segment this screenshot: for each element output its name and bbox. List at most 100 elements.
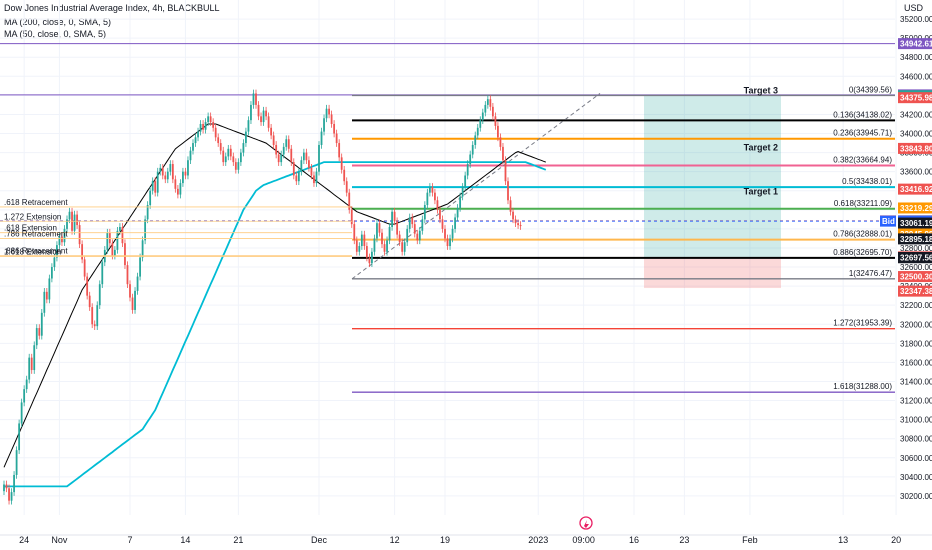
candle-body[interactable]: [239, 152, 242, 163]
candle-body[interactable]: [101, 262, 104, 285]
candle-body[interactable]: [373, 238, 376, 252]
candle-body[interactable]: [310, 167, 313, 176]
candle-body[interactable]: [50, 267, 53, 279]
candle-body[interactable]: [315, 171, 318, 184]
candle-body[interactable]: [461, 186, 464, 197]
candle-body[interactable]: [494, 116, 497, 126]
candle-body[interactable]: [48, 278, 51, 300]
candle-body[interactable]: [113, 249, 116, 256]
candle-body[interactable]: [164, 175, 167, 180]
candle-body[interactable]: [431, 186, 434, 193]
candle-body[interactable]: [386, 240, 388, 252]
candle-body[interactable]: [262, 110, 265, 123]
candle-body[interactable]: [245, 131, 247, 144]
candle-body[interactable]: [202, 123, 204, 130]
candle-body[interactable]: [257, 104, 260, 117]
candle-body[interactable]: [403, 242, 406, 252]
candle-body[interactable]: [121, 226, 124, 244]
candle-body[interactable]: [176, 188, 179, 195]
candle-body[interactable]: [323, 118, 325, 132]
candle-body[interactable]: [363, 234, 366, 247]
candle-body[interactable]: [20, 402, 23, 424]
candle-body[interactable]: [411, 217, 414, 225]
candle-body[interactable]: [38, 328, 41, 336]
candle-body[interactable]: [333, 123, 336, 134]
candle-body[interactable]: [371, 251, 373, 264]
candle-body[interactable]: [350, 209, 353, 225]
candle-body[interactable]: [479, 120, 482, 128]
candle-body[interactable]: [353, 224, 356, 241]
candle-body[interactable]: [302, 152, 305, 161]
candle-body[interactable]: [222, 150, 225, 163]
candle-body[interactable]: [300, 160, 303, 172]
candle-body[interactable]: [393, 211, 396, 222]
price-tag[interactable]: [880, 215, 896, 227]
candle-body[interactable]: [81, 244, 84, 260]
candle-body[interactable]: [250, 104, 252, 121]
candle-body[interactable]: [93, 324, 96, 327]
candle-body[interactable]: [277, 154, 280, 163]
candle-body[interactable]: [355, 240, 358, 252]
price-tag[interactable]: [898, 92, 932, 104]
ma200-series[interactable]: [4, 161, 547, 488]
candle-body[interactable]: [401, 242, 404, 252]
candle-body[interactable]: [484, 104, 487, 113]
candle-body[interactable]: [451, 228, 454, 239]
candle-body[interactable]: [365, 246, 368, 258]
candle-body[interactable]: [23, 389, 26, 403]
candle-body[interactable]: [189, 150, 192, 161]
candle-body[interactable]: [441, 219, 444, 229]
candle-body[interactable]: [360, 234, 363, 247]
candle-body[interactable]: [320, 131, 323, 145]
candle-body[interactable]: [209, 116, 212, 123]
candle-body[interactable]: [174, 179, 177, 189]
candle-body[interactable]: [383, 244, 386, 252]
candle-body[interactable]: [308, 160, 310, 168]
candle-body[interactable]: [88, 295, 91, 308]
candle-body[interactable]: [418, 230, 421, 241]
candle-body[interactable]: [514, 219, 517, 224]
position-loss-zone[interactable]: [644, 257, 781, 289]
candle-body[interactable]: [340, 157, 343, 170]
candle-body[interactable]: [199, 123, 202, 132]
candle-body[interactable]: [436, 200, 439, 210]
candle-body[interactable]: [139, 257, 141, 277]
candle-body[interactable]: [136, 276, 139, 291]
candle-body[interactable]: [285, 139, 288, 147]
candle-body[interactable]: [171, 164, 174, 180]
candle-body[interactable]: [434, 192, 436, 201]
candle-body[interactable]: [13, 474, 15, 493]
candle-body[interactable]: [169, 164, 172, 172]
candle-body[interactable]: [76, 214, 78, 226]
candle-body[interactable]: [204, 122, 207, 130]
candle-body[interactable]: [194, 137, 197, 144]
candle-body[interactable]: [192, 143, 194, 151]
candle-body[interactable]: [305, 152, 308, 161]
candle-body[interactable]: [406, 228, 409, 243]
candle-body[interactable]: [466, 164, 469, 176]
candle-body[interactable]: [15, 450, 18, 475]
candle-body[interactable]: [124, 243, 126, 266]
candle-body[interactable]: [141, 240, 144, 258]
candle-body[interactable]: [252, 93, 255, 105]
candle-body[interactable]: [330, 114, 333, 124]
candle-body[interactable]: [519, 225, 522, 227]
candle-body[interactable]: [444, 228, 446, 239]
candle-body[interactable]: [280, 154, 283, 163]
candle-body[interactable]: [214, 127, 217, 138]
candle-body[interactable]: [504, 160, 507, 182]
candle-body[interactable]: [156, 171, 159, 193]
candle-body[interactable]: [73, 214, 76, 231]
candle-body[interactable]: [381, 232, 383, 245]
candle-body[interactable]: [108, 232, 111, 244]
candle-body[interactable]: [507, 181, 509, 201]
candle-body[interactable]: [272, 135, 275, 145]
candle-body[interactable]: [275, 144, 278, 155]
candle-body[interactable]: [449, 238, 451, 247]
candle-body[interactable]: [398, 234, 401, 243]
candle-body[interactable]: [182, 171, 184, 184]
candle-body[interactable]: [292, 162, 295, 176]
candle-body[interactable]: [45, 291, 48, 300]
candle-body[interactable]: [295, 175, 298, 182]
candle-body[interactable]: [129, 284, 131, 298]
